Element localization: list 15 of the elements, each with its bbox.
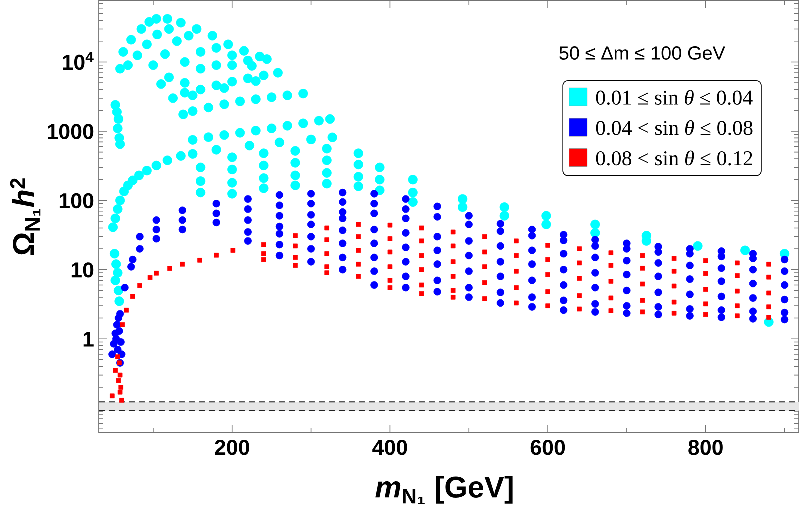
x-axis-title: m$_{N₁}$ [GeV] <box>376 476 513 504</box>
y-tick-label: 10$^{4}$ <box>63 52 94 70</box>
y-tick-label: 1 <box>84 332 94 347</box>
legend-label: 0.08 < sin θ ≤ 0.12 <box>596 150 752 166</box>
x-tick-label: 600 <box>530 440 566 456</box>
y-tick-label: 10 <box>72 262 94 278</box>
x-tick-label: 400 <box>372 440 408 456</box>
x-tick-label: 200 <box>215 440 250 456</box>
y-tick-label: 100 <box>60 193 94 209</box>
y-axis-title: Ω$_{N₁}$h$^{2}$ <box>10 178 41 255</box>
legend-label: 0.01 ≤ sin θ ≤ 0.04 <box>596 90 753 106</box>
y-tick-label: 1000 <box>48 124 94 140</box>
x-tick-label: 800 <box>688 440 723 456</box>
annotation: 50 ≤ Δm ≤ 100 GeV <box>560 46 726 60</box>
legend-label: 0.04 < sin θ ≤ 0.08 <box>596 120 753 136</box>
